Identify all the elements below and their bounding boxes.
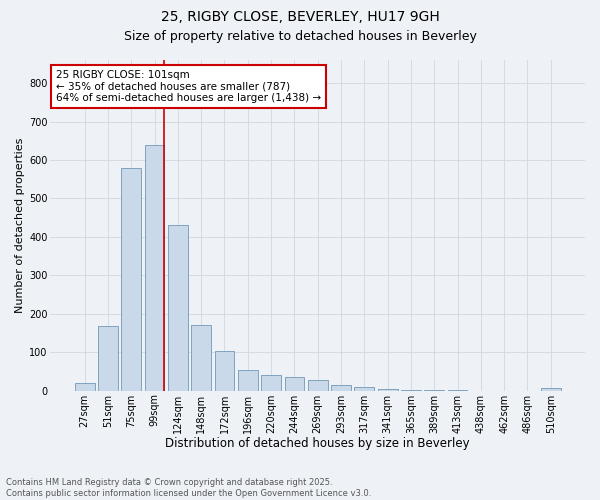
Bar: [145, 144, 164, 390]
Text: Size of property relative to detached houses in Beverley: Size of property relative to detached ho…: [124, 30, 476, 43]
Bar: [378, 389, 398, 390]
Bar: [331, 384, 351, 390]
Bar: [121, 168, 141, 390]
Bar: [261, 374, 281, 390]
Text: 25 RIGBY CLOSE: 101sqm
← 35% of detached houses are smaller (787)
64% of semi-de: 25 RIGBY CLOSE: 101sqm ← 35% of detached…: [56, 70, 321, 103]
Bar: [75, 383, 95, 390]
Bar: [284, 377, 304, 390]
Text: Contains HM Land Registry data © Crown copyright and database right 2025.
Contai: Contains HM Land Registry data © Crown c…: [6, 478, 371, 498]
Bar: [541, 388, 561, 390]
Bar: [238, 370, 258, 390]
Bar: [168, 224, 188, 390]
Text: 25, RIGBY CLOSE, BEVERLEY, HU17 9GH: 25, RIGBY CLOSE, BEVERLEY, HU17 9GH: [161, 10, 439, 24]
Y-axis label: Number of detached properties: Number of detached properties: [15, 138, 25, 313]
Bar: [355, 387, 374, 390]
Bar: [98, 326, 118, 390]
Bar: [191, 326, 211, 390]
Bar: [308, 380, 328, 390]
X-axis label: Distribution of detached houses by size in Beverley: Distribution of detached houses by size …: [166, 437, 470, 450]
Bar: [215, 352, 235, 391]
